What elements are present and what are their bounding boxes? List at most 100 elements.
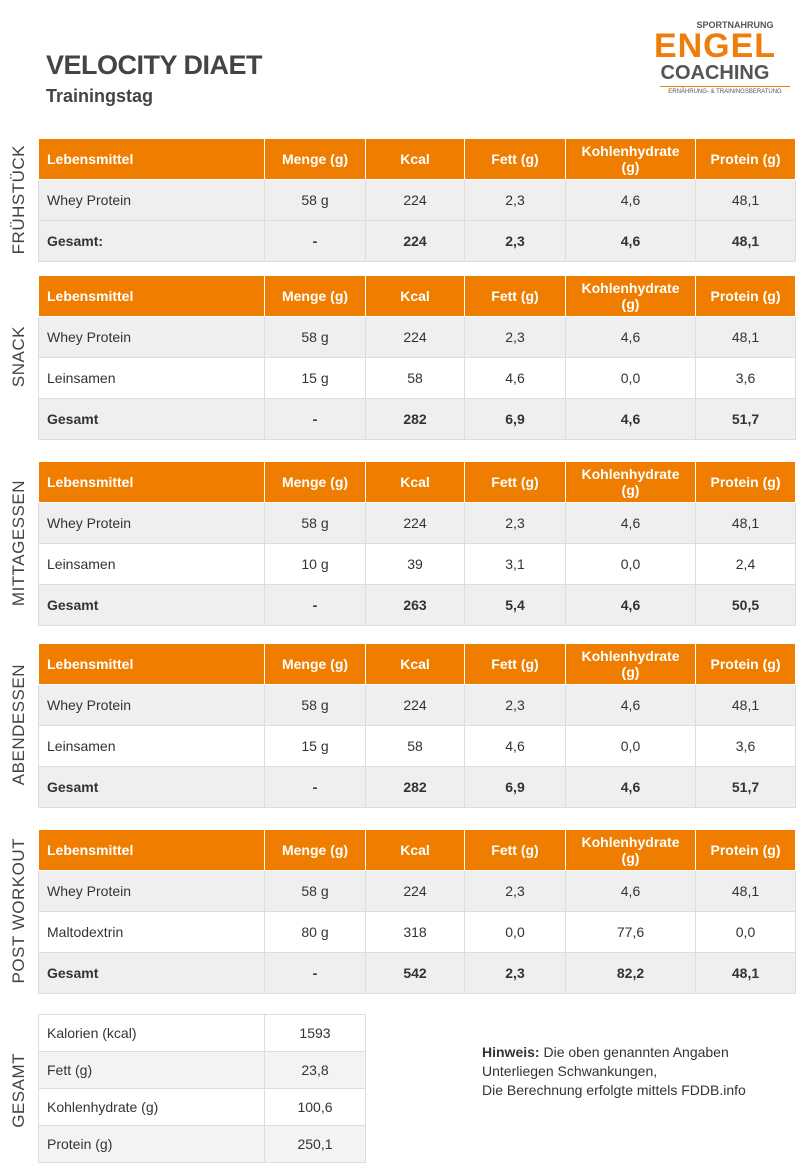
- cell: 58 g: [264, 502, 366, 544]
- cell: 15 g: [264, 357, 366, 399]
- logo-line2: COACHING: [660, 62, 770, 84]
- logo-top: SPORTNAHRUNG: [696, 20, 774, 30]
- cell: 48,1: [695, 502, 796, 544]
- note-bold: Hinweis:: [482, 1044, 540, 1060]
- section-label: GESAMT: [0, 1014, 38, 1166]
- total-cell: 82,2: [565, 952, 696, 994]
- cell: 58 g: [264, 870, 366, 912]
- total-cell: -: [264, 766, 366, 808]
- cell: 224: [365, 684, 465, 726]
- note-line: Die oben genannten Angaben: [543, 1044, 729, 1060]
- cell: 48,1: [695, 870, 796, 912]
- cell: 2,3: [464, 684, 566, 726]
- column-header: Kcal: [365, 138, 465, 180]
- cell: 2,3: [464, 502, 566, 544]
- column-header: Menge (g): [264, 138, 366, 180]
- total-cell: 282: [365, 766, 465, 808]
- cell: 0,0: [565, 725, 696, 767]
- food-row: Whey Protein 58 g 224 2,3 4,6 48,1: [38, 316, 796, 358]
- column-header: Kohlenhydrate (g): [565, 829, 696, 871]
- cell: Leinsamen: [38, 725, 265, 767]
- section-label-text: GESAMT: [9, 1052, 28, 1128]
- total-cell: Gesamt: [38, 952, 265, 994]
- food-row: Leinsamen 15 g 58 4,6 0,0 3,6: [38, 357, 796, 399]
- cell: 318: [365, 911, 465, 953]
- cell: 0,0: [695, 911, 796, 953]
- total-cell: 48,1: [695, 220, 796, 262]
- meal-table: Lebensmittel Menge (g) Kcal Fett (g) Kohlenh…: [38, 138, 796, 262]
- column-header: Kcal: [365, 643, 465, 685]
- food-row: Leinsamen 10 g 39 3,1 0,0 2,4: [38, 543, 796, 585]
- cell: 100,6: [264, 1088, 366, 1126]
- logo: SPORTNAHRUNG ENGEL COACHING ERNÄHRUNG- &…: [640, 20, 790, 95]
- cell: 0,0: [464, 911, 566, 953]
- section-label-text: MITTAGESSEN: [9, 479, 28, 607]
- column-header: Protein (g): [695, 829, 796, 871]
- cell: 58 g: [264, 316, 366, 358]
- column-header: Lebensmittel: [38, 275, 265, 317]
- cell: 39: [365, 543, 465, 585]
- cell: 1593: [264, 1014, 366, 1052]
- header-row: Lebensmittel Menge (g) Kcal Fett (g) Kohlenh…: [38, 461, 796, 503]
- column-header: Menge (g): [264, 275, 366, 317]
- total-cell: Gesamt: [38, 398, 265, 440]
- total-cell: 5,4: [464, 584, 566, 626]
- food-row: Whey Protein 58 g 224 2,3 4,6 48,1: [38, 179, 796, 221]
- column-header: Protein (g): [695, 643, 796, 685]
- cell: 250,1: [264, 1125, 366, 1163]
- column-header: Fett (g): [464, 138, 566, 180]
- column-header: Lebensmittel: [38, 138, 265, 180]
- cell: 23,8: [264, 1051, 366, 1089]
- note-line: Die Berechnung erfolgte mittels FDDB.inf…: [482, 1082, 746, 1098]
- total-cell: 6,9: [464, 398, 566, 440]
- section-label: POST WORKOUT: [0, 829, 38, 993]
- total-cell: -: [264, 952, 366, 994]
- cell: 4,6: [565, 684, 696, 726]
- cell: Whey Protein: [38, 316, 265, 358]
- note: Hinweis: Die oben genannten Angaben Unter…: [482, 1043, 746, 1100]
- food-row: Whey Protein 58 g 224 2,3 4,6 48,1: [38, 870, 796, 912]
- column-header: Protein (g): [695, 275, 796, 317]
- total-row: Gesamt: -224 2,3 4,6 48,1: [38, 220, 796, 262]
- cell: 80 g: [264, 911, 366, 953]
- total-cell: 4,6: [565, 584, 696, 626]
- column-header: Kcal: [365, 461, 465, 503]
- total-row: Gesamt -542 2,3 82,2 48,1: [38, 952, 796, 994]
- total-cell: Gesamt: [38, 584, 265, 626]
- column-header: Fett (g): [464, 275, 566, 317]
- section-label-text: POST WORKOUT: [9, 838, 28, 984]
- cell: Whey Protein: [38, 179, 265, 221]
- section-label-text: ABENDESSEN: [9, 664, 28, 786]
- total-cell: 542: [365, 952, 465, 994]
- column-header: Fett (g): [464, 643, 566, 685]
- section-label: MITTAGESSEN: [0, 461, 38, 625]
- cell: 3,6: [695, 357, 796, 399]
- header-row: Lebensmittel Menge (g) Kcal Fett (g) Kohlenh…: [38, 138, 796, 180]
- food-row: Leinsamen 15 g 58 4,6 0,0 3,6: [38, 725, 796, 767]
- cell: 2,3: [464, 870, 566, 912]
- total-cell: -: [264, 398, 366, 440]
- cell: 10 g: [264, 543, 366, 585]
- total-cell: Gesamt:: [38, 220, 265, 262]
- title: VELOCITY DIAET: [46, 50, 263, 80]
- meal-table: Lebensmittel Menge (g) Kcal Fett (g) Kohlenh…: [38, 829, 796, 994]
- total-cell: 4,6: [565, 766, 696, 808]
- cell: 4,6: [565, 502, 696, 544]
- cell: 4,6: [565, 316, 696, 358]
- total-cell: -: [264, 220, 366, 262]
- total-row: Gesamt -282 6,9 4,6 51,7: [38, 398, 796, 440]
- cell: 48,1: [695, 179, 796, 221]
- cell: 3,6: [695, 725, 796, 767]
- cell: Leinsamen: [38, 357, 265, 399]
- total-cell: 50,5: [695, 584, 796, 626]
- column-header: Menge (g): [264, 643, 366, 685]
- cell: 48,1: [695, 684, 796, 726]
- column-header: Kohlenhydrate (g): [565, 643, 696, 685]
- total-cell: 4,6: [565, 220, 696, 262]
- cell: Maltodextrin: [38, 911, 265, 953]
- summary-row: Kalorien (kcal) 1593: [38, 1014, 366, 1052]
- summary-row: Protein (g) 250,1: [38, 1125, 366, 1163]
- cell: 224: [365, 870, 465, 912]
- cell: 0,0: [565, 357, 696, 399]
